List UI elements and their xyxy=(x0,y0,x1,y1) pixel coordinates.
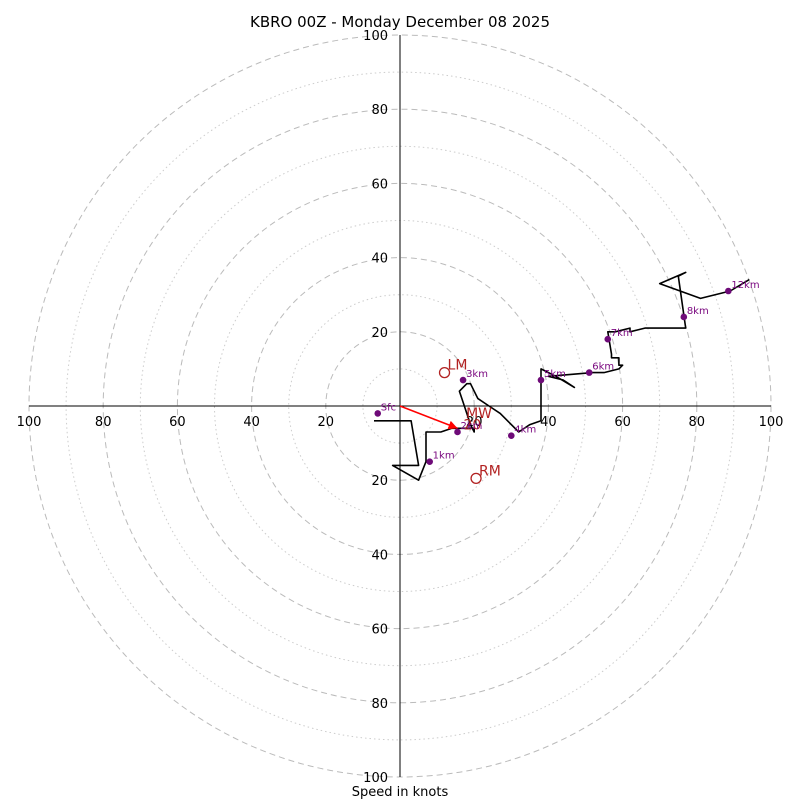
tick-label-x-left: 100 xyxy=(17,415,42,430)
tick-label-y-down: 40 xyxy=(371,548,388,563)
tick-label-y-up: 60 xyxy=(371,177,388,192)
chart-title: KBRO 00Z - Monday December 08 2025 xyxy=(250,13,550,31)
hodograph-trace-group xyxy=(374,271,750,482)
tick-label-x-right: 40 xyxy=(540,415,557,430)
bulk-shear-group: 20 xyxy=(399,405,482,433)
height-marker-label: 5km xyxy=(544,369,566,380)
height-marker-dot xyxy=(604,335,612,343)
tick-label-y-down: 60 xyxy=(371,623,388,638)
height-marker-label: 8km xyxy=(687,306,709,317)
tick-labels: 100 80 60 40 20 20 40 60 80 100 20 40 60 80 100 20 40 60 8… xyxy=(17,29,784,786)
height-marker-dot xyxy=(680,313,688,321)
storm-motion-label: RM xyxy=(479,463,501,479)
height-marker-label: 3km xyxy=(466,369,488,380)
tick-label-y-up: 20 xyxy=(371,326,388,341)
height-markers: Sfc 1km 2km 3km 4km 5km 6km 7km 8km 12km xyxy=(374,280,760,465)
bulk-shear-label: 20 xyxy=(464,417,482,433)
storm-motion-marker xyxy=(438,366,451,379)
height-marker-label: 6km xyxy=(592,362,614,373)
height-marker-dot xyxy=(454,428,461,436)
tick-label-x-left: 80 xyxy=(95,415,112,430)
height-marker-dot xyxy=(508,432,515,439)
storm-motion-marker xyxy=(470,472,482,484)
height-marker-label: 2km xyxy=(461,421,483,432)
height-marker-label: Sfc xyxy=(381,402,396,413)
height-marker-dot xyxy=(725,287,732,295)
height-marker-dot xyxy=(537,376,545,384)
bulk-shear-vector xyxy=(399,405,458,430)
height-marker-label: 7km xyxy=(611,328,633,339)
height-marker-dot xyxy=(374,410,382,417)
tick-label-x-right: 100 xyxy=(759,415,784,430)
storm-motions: LM RM MW xyxy=(438,358,501,484)
height-marker-dot xyxy=(585,369,593,376)
x-axis-label: Speed in knots xyxy=(352,785,449,800)
tick-label-y-down: 20 xyxy=(371,474,388,489)
tick-label-y-up: 40 xyxy=(371,252,388,267)
height-marker-label: 4km xyxy=(514,425,536,436)
tick-label-x-right: 20 xyxy=(466,415,483,430)
hodograph-trace xyxy=(374,271,750,482)
height-marker-label: 1km xyxy=(433,451,455,462)
storm-motion-label: MW xyxy=(466,406,492,422)
tick-label-x-left: 60 xyxy=(169,415,186,430)
tick-label-x-left: 40 xyxy=(243,415,260,430)
tick-label-x-left: 20 xyxy=(318,415,335,430)
tick-label-x-right: 60 xyxy=(614,415,631,430)
storm-motion-label: LM xyxy=(448,358,468,374)
tick-label-y-down: 80 xyxy=(371,697,388,712)
tick-label-y-up: 80 xyxy=(371,103,388,118)
height-marker-dot xyxy=(426,458,433,465)
tick-label-y-down: 100 xyxy=(363,771,388,786)
height-marker-label: 12km xyxy=(731,280,759,291)
tick-label-x-right: 80 xyxy=(689,415,706,430)
height-marker-dot xyxy=(459,376,467,384)
tick-label-y-up: 100 xyxy=(363,29,388,44)
